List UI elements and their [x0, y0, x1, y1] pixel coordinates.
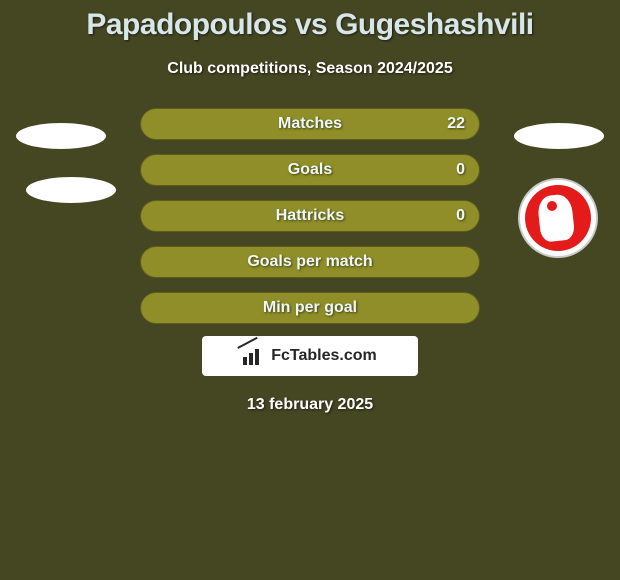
page-subtitle: Club competitions, Season 2024/2025	[0, 60, 620, 78]
stat-row-hattricks: Hattricks 0	[140, 200, 480, 232]
page-title: Papadopoulos vs Gugeshashvili	[0, 0, 620, 42]
stat-row-goals-per-match: Goals per match	[140, 246, 480, 278]
stat-label: Goals per match	[247, 253, 372, 271]
bar-chart-icon	[243, 347, 265, 365]
right-club-logo	[518, 178, 598, 258]
left-player-placeholder-1	[16, 123, 106, 149]
right-player-placeholder-1	[514, 123, 604, 149]
stat-value: 0	[456, 207, 465, 225]
stat-row-min-per-goal: Min per goal	[140, 292, 480, 324]
brand-text: FcTables.com	[271, 347, 377, 365]
stat-label: Min per goal	[263, 299, 357, 317]
stat-value: 22	[447, 115, 465, 133]
stat-label: Goals	[288, 161, 332, 179]
brand-badge[interactable]: FcTables.com	[202, 336, 418, 376]
stat-value: 0	[456, 161, 465, 179]
club-crest-icon	[525, 185, 591, 251]
stat-row-goals: Goals 0	[140, 154, 480, 186]
stat-row-matches: Matches 22	[140, 108, 480, 140]
comparison-card: Papadopoulos vs Gugeshashvili Club compe…	[0, 0, 620, 580]
stat-label: Matches	[278, 115, 342, 133]
footer-date: 13 february 2025	[0, 396, 620, 414]
left-player-placeholder-2	[26, 177, 116, 203]
stat-label: Hattricks	[276, 207, 344, 225]
